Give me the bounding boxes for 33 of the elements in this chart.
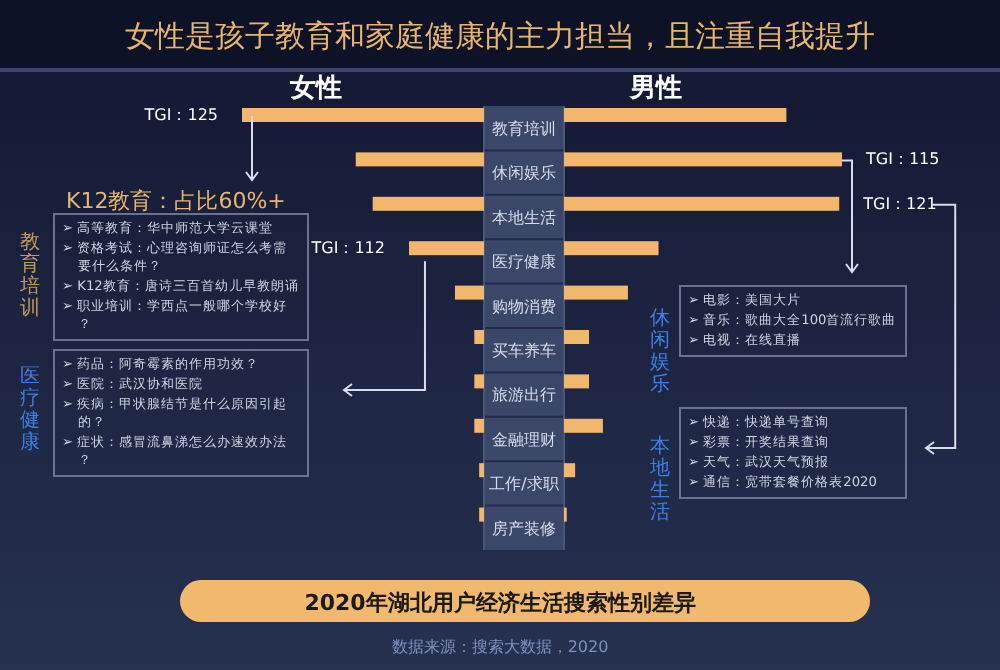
y-tick-label: 旅游出行: [492, 386, 556, 405]
text: 医疗健康: [20, 366, 40, 454]
text: TGI：121: [861, 194, 937, 213]
bar: [564, 108, 787, 122]
chart-title: 女性是孩子教育和家庭健康的主力担当，且注重自我提升: [125, 18, 875, 54]
bar: [564, 374, 590, 389]
bar: [564, 463, 576, 478]
annotation: 休闲娱乐: [650, 308, 670, 396]
bar: [564, 196, 840, 211]
series-label: 女性: [288, 74, 342, 104]
text: 教育培训: [18, 232, 40, 320]
bar: [564, 285, 628, 300]
bar: [564, 241, 659, 256]
source-note: 数据来源：搜索大数据，2020: [391, 638, 609, 656]
bar: [564, 152, 842, 167]
bar: [564, 418, 603, 433]
y-tick-label: 医疗健康: [492, 253, 556, 272]
y-tick-label: 金融理财: [492, 430, 556, 449]
y-tick-label: 工作/求职: [489, 475, 559, 494]
text: 2020年湖北用户经济生活搜索性别差异: [304, 590, 696, 616]
y-tick-label: 购物消费: [492, 297, 556, 316]
annotation: 本地生活: [648, 434, 670, 524]
text: TGI：125: [142, 106, 218, 124]
annotation: TGI：112: [309, 239, 385, 258]
bar: [564, 330, 590, 344]
y-tick-label: 教育培训: [492, 120, 556, 138]
y-tick-label: 休闲娱乐: [492, 164, 556, 183]
y-tick-label: 本地生活: [492, 208, 556, 227]
y-tick-label: 房产装修: [492, 519, 556, 538]
text: TGI：115: [864, 150, 940, 169]
y-tick-label: 买车养车: [492, 342, 556, 360]
annotation: K12教育：占比60%+: [66, 188, 286, 214]
series-label: 男性: [628, 74, 682, 104]
